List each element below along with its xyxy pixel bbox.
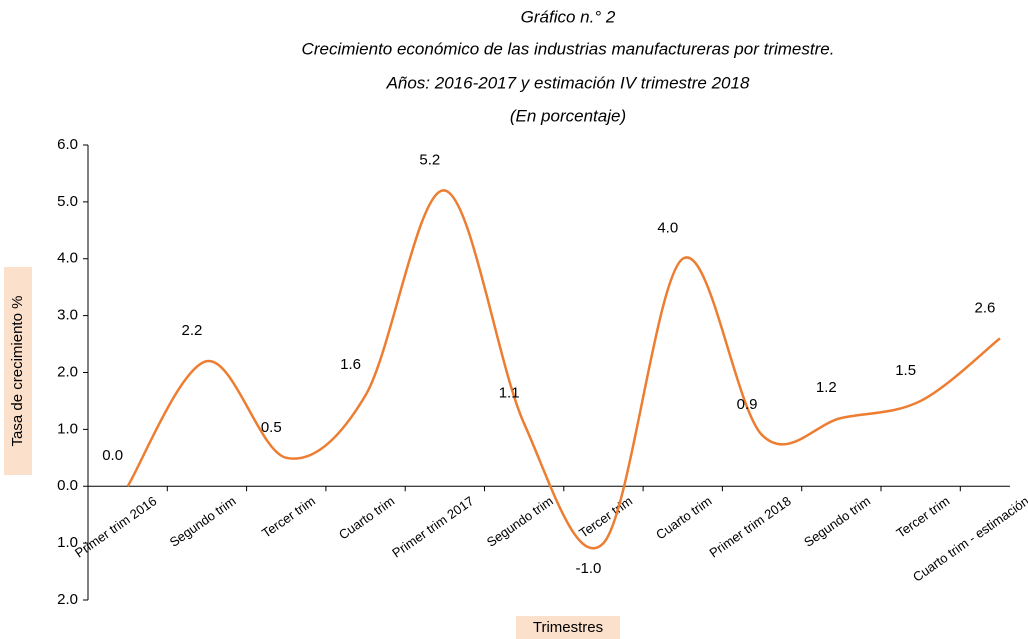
data-label: 4.0 <box>657 220 678 237</box>
chart-subtitle: (En porcentaje) <box>510 106 626 125</box>
line <box>126 189 1001 550</box>
y-tick-label: 1.0 <box>57 420 78 437</box>
x-tick-label: Tercer trim <box>576 493 635 540</box>
x-tick-label: Segundo trim <box>167 493 239 550</box>
x-tick-label: Primer trim 2018 <box>706 493 793 560</box>
y-tick-label: 5.0 <box>57 193 78 210</box>
data-label: 1.5 <box>895 362 916 379</box>
data-label: 0.5 <box>261 419 282 436</box>
y-label-bg <box>4 267 32 475</box>
x-axis-label: Trimestres <box>533 619 603 636</box>
y-tick-label: 2.0 <box>57 363 78 380</box>
y-tick-label: 3.0 <box>57 307 78 324</box>
data-label: 2.6 <box>975 299 996 316</box>
y-tick-label: 4.0 <box>57 250 78 267</box>
x-label-bg <box>516 616 620 639</box>
y-tick-label: 6.0 <box>57 136 78 153</box>
data-label: 0.0 <box>102 447 123 464</box>
y-tick-label: 0.0 <box>57 477 78 494</box>
data-label: 1.2 <box>816 379 837 396</box>
x-tick-label: Cuarto trim <box>336 493 397 542</box>
data-label: 0.9 <box>737 396 758 413</box>
x-tick-label: Cuarto trim <box>653 493 714 542</box>
data-label: 1.6 <box>340 356 361 373</box>
x-tick-label: Segundo trim <box>801 493 873 550</box>
data-label: 5.2 <box>419 151 440 168</box>
x-tick-label: Tercer trim <box>893 493 952 540</box>
x-tick-label: Segundo trim <box>484 493 556 550</box>
y-tick-label: 1.0 <box>57 534 78 551</box>
y-tick-label: 2.0 <box>57 591 78 608</box>
x-tick-label: Tercer trim <box>259 493 318 540</box>
x-tick-label: Primer trim 2016 <box>72 493 159 560</box>
x-tick-label: Primer trim 2017 <box>389 493 476 560</box>
chart-title: Gráfico n.° 2 <box>521 7 616 26</box>
data-label: 1.1 <box>499 385 520 402</box>
chart-subtitle: Crecimiento económico de las industrias … <box>302 39 835 58</box>
data-label: 2.2 <box>182 322 203 339</box>
y-axis-label: Tasa de crecimiento % <box>9 296 26 447</box>
chart-subtitle: Años: 2016-2017 y estimación IV trimestr… <box>386 73 750 92</box>
data-label: -1.0 <box>576 560 602 577</box>
